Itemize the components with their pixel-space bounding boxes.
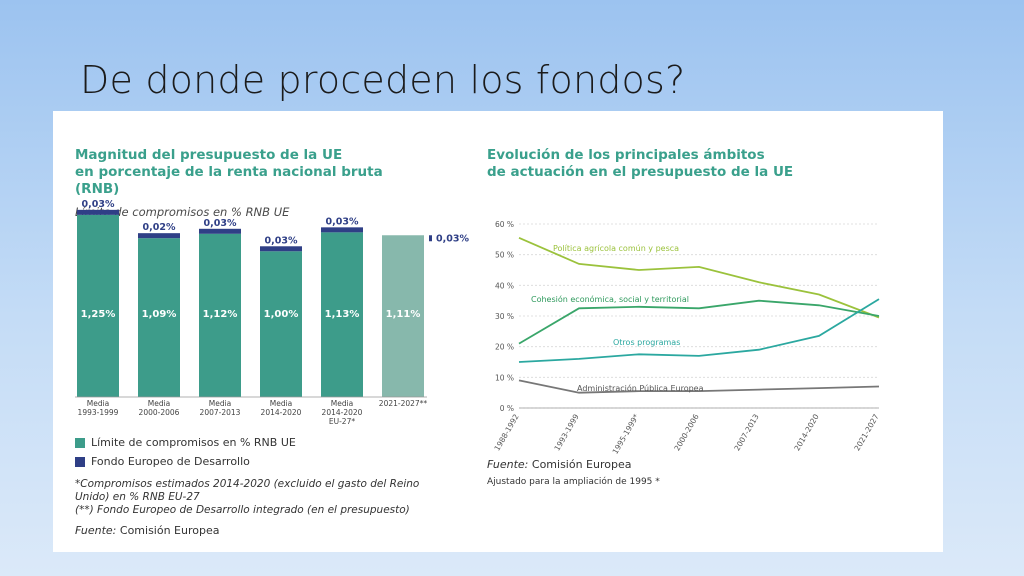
right-heading-line-1: Evolución de los principales ámbitos — [487, 147, 765, 163]
bar-fed — [138, 233, 180, 239]
legend-swatch-commitments — [75, 437, 85, 448]
line-series-label: Otros programas — [613, 338, 680, 347]
bar-fed-marker — [429, 235, 432, 242]
bar-category-label: Media — [209, 399, 232, 408]
line-x-tick-label: 1988-1992 — [492, 412, 520, 452]
left-source-text: Comisión Europea — [116, 524, 220, 537]
right-chart-heading: Evolución de los principales ámbitos de … — [487, 147, 793, 181]
bar-category-label: Media — [148, 399, 171, 408]
left-heading-line-1: Magnitud del presupuesto de la UE — [75, 147, 343, 163]
bar-value-label: 1,25% — [81, 309, 116, 320]
right-adjust-note: Ajustado para la ampliación de 1995 * — [487, 477, 660, 487]
bar-fed — [77, 209, 119, 215]
bar-category-label: 2014-2020 — [322, 408, 363, 417]
bar-category-label: 2014-2020 — [261, 408, 302, 417]
left-heading-line-2: en porcentaje de la renta nacional bruta — [75, 164, 383, 180]
bar-category-label: 2000-2006 — [139, 408, 180, 417]
left-heading-line-3: (RNB) — [75, 181, 120, 197]
charts-svg: 1,25%0,03%Media1993-19991,09%0,02%Media2… — [75, 199, 881, 456]
line-x-tick-label: 1993-1999 — [552, 412, 580, 452]
line-x-tick-label: 2014-2020 — [792, 412, 820, 452]
slide-title: De donde proceden los fondos? — [80, 58, 686, 102]
bar-commitments — [199, 233, 241, 397]
bar-category-label: Media — [270, 399, 293, 408]
footnote-3: (**) Fondo Europeo de Desarrollo integra… — [75, 504, 410, 516]
line-series-label: Política agrícola común y pesca — [553, 244, 679, 253]
line-series — [518, 236, 880, 319]
line-x-tick-label: 1995-1999* — [611, 412, 641, 455]
infographic-panel: Magnitud del presupuesto de la UE en por… — [53, 111, 943, 552]
left-source: Fuente: Comisión Europea — [75, 524, 219, 537]
line-x-tick-label: 2021-2027 — [852, 412, 880, 452]
right-heading-line-2: de actuación en el presupuesto de la UE — [487, 164, 794, 180]
bar-value-label: 1,09% — [142, 309, 177, 320]
line-series-label: Cohesión económica, social y territorial — [531, 294, 689, 304]
bar-fed-label: 0,03% — [204, 218, 237, 229]
bar-category-label: EU-27* — [329, 417, 355, 426]
bar-commitments — [138, 238, 180, 397]
left-chart-subheading: Límite de compromisos en % RNB UE — [75, 205, 290, 219]
legend-swatch-fed — [75, 456, 85, 467]
line-y-tick-label: 0 % — [500, 404, 514, 413]
bar-fed — [260, 246, 302, 252]
line-x-tick-label: 2007-2013 — [732, 412, 760, 452]
bar-commitments — [77, 214, 119, 397]
footnote-2: Unido) en % RNB EU-27 — [75, 491, 200, 503]
bar-value-label: 1,00% — [264, 309, 299, 320]
bar-fed-label: 0,03% — [265, 235, 298, 246]
line-y-tick-label: 20 % — [495, 343, 514, 352]
bar-value-label: 1,11% — [386, 309, 421, 320]
bar-fed — [321, 227, 363, 233]
bar-commitments — [260, 251, 302, 397]
line-y-tick-label: 50 % — [495, 251, 514, 260]
line-series — [518, 298, 880, 363]
bar-value-label: 1,12% — [203, 309, 238, 320]
right-source-label: Fuente: — [487, 458, 529, 471]
line-x-tick-label: 2000-2006 — [672, 412, 700, 452]
legend-label-fed: Fondo Europeo de Desarrollo — [91, 455, 250, 468]
footnote-1: *Compromisos estimados 2014-2020 (exclui… — [75, 478, 420, 490]
bar-fed-label: 0,03% — [326, 216, 359, 227]
line-y-tick-label: 30 % — [495, 312, 514, 321]
legend-label-commitments: Límite de compromisos en % RNB UE — [91, 436, 296, 449]
bar-category-label: Media — [331, 399, 354, 408]
bar-fed-label: 0,03% — [436, 233, 469, 244]
bar-category-label: 2021-2027** — [379, 399, 428, 408]
left-chart-heading: Magnitud del presupuesto de la UE en por… — [75, 147, 383, 198]
bar-fed-label: 0,03% — [82, 199, 115, 210]
left-source-label: Fuente: — [75, 524, 117, 537]
right-source: Fuente: Comisión Europea — [487, 458, 631, 471]
line-y-tick-label: 60 % — [495, 220, 514, 229]
line-y-tick-label: 40 % — [495, 281, 514, 290]
bar-value-label: 1,13% — [325, 309, 360, 320]
bar-commitments — [321, 232, 363, 397]
right-source-text: Comisión Europea — [528, 458, 632, 471]
line-y-tick-label: 10 % — [495, 373, 514, 382]
bar-fed-label: 0,02% — [143, 222, 176, 233]
legend-item-commitments: Límite de compromisos en % RNB UE — [75, 436, 296, 449]
line-series-label: Administración Pública Europea — [577, 383, 704, 393]
bar-fed — [199, 228, 241, 234]
bar-category-label: Media — [87, 399, 110, 408]
legend-item-fed: Fondo Europeo de Desarrollo — [75, 455, 250, 468]
line-series — [518, 379, 880, 394]
line-series — [518, 299, 880, 345]
bar-commitments — [382, 235, 424, 397]
bar-category-label: 2007-2013 — [200, 408, 241, 417]
bar-category-label: 1993-1999 — [78, 408, 119, 417]
